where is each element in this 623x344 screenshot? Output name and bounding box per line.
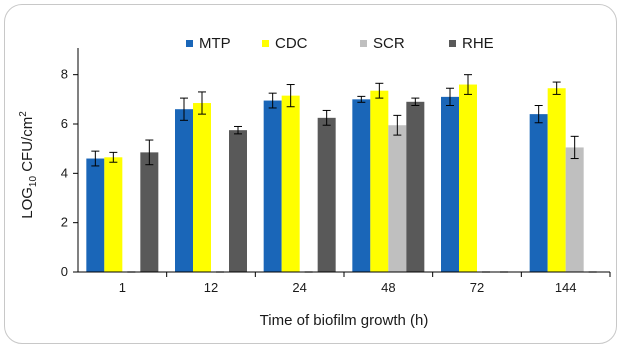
bar-mtp — [352, 99, 371, 272]
y-tick-label: 2 — [61, 215, 68, 230]
y-tick-label: 0 — [61, 264, 68, 279]
x-tick-label: 24 — [292, 280, 306, 295]
y-axis-title-subscript: 10 — [28, 176, 39, 188]
bar-mtp — [175, 109, 193, 272]
x-tick-label: 1 — [119, 280, 126, 295]
legend-swatch-cdc — [262, 40, 269, 47]
bar-mtp — [263, 100, 282, 272]
legend-label-cdc: CDC — [275, 35, 308, 52]
y-axis-title-unit: CFU/cm — [19, 117, 36, 176]
x-ticks: 1 12 24 48 72 144 — [119, 272, 611, 295]
bar-scr — [388, 125, 407, 272]
y-tick-label: 4 — [61, 165, 68, 180]
bar-cdc — [547, 88, 566, 272]
bar-mtp — [86, 158, 105, 272]
error-bars-layer — [91, 74, 597, 273]
bar-cdc — [370, 90, 389, 272]
bar-scr — [565, 147, 584, 272]
bar-cdc — [281, 95, 300, 272]
legend-swatch-mtp — [186, 40, 193, 47]
legend-label-rhe: RHE — [462, 35, 494, 52]
legend-swatch-rhe — [449, 40, 456, 47]
y-tick-label: 6 — [61, 116, 68, 131]
bar-rhe — [229, 130, 247, 272]
bar-cdc — [104, 157, 123, 272]
x-tick-label: 12 — [204, 280, 218, 295]
legend-label-mtp: MTP — [199, 35, 231, 52]
y-ticks: 0 2 4 6 8 — [61, 67, 78, 279]
x-tick-label: 144 — [555, 280, 577, 295]
bar-rhe — [317, 117, 336, 272]
bar-cdc — [193, 103, 211, 273]
bar-mtp — [441, 96, 459, 272]
y-tick-label: 8 — [61, 67, 68, 82]
x-tick-label: 72 — [470, 280, 484, 295]
y-axis-title: LOG10 CFU/cm2 — [18, 111, 39, 219]
bar-rhe — [140, 152, 159, 272]
bar-rhe — [406, 101, 425, 272]
bars-layer — [86, 84, 584, 273]
bar-cdc — [459, 84, 477, 273]
x-axis-title: Time of biofilm growth (h) — [260, 312, 429, 329]
y-axis-title-base: LOG — [19, 187, 36, 219]
legend-label-scr: SCR — [373, 35, 405, 52]
bar-mtp — [529, 114, 548, 272]
y-axis-title-superscript: 2 — [18, 111, 29, 117]
legend-swatch-scr — [360, 40, 367, 47]
legend: MTP CDC SCR RHE — [186, 35, 494, 52]
x-tick-label: 48 — [381, 280, 395, 295]
